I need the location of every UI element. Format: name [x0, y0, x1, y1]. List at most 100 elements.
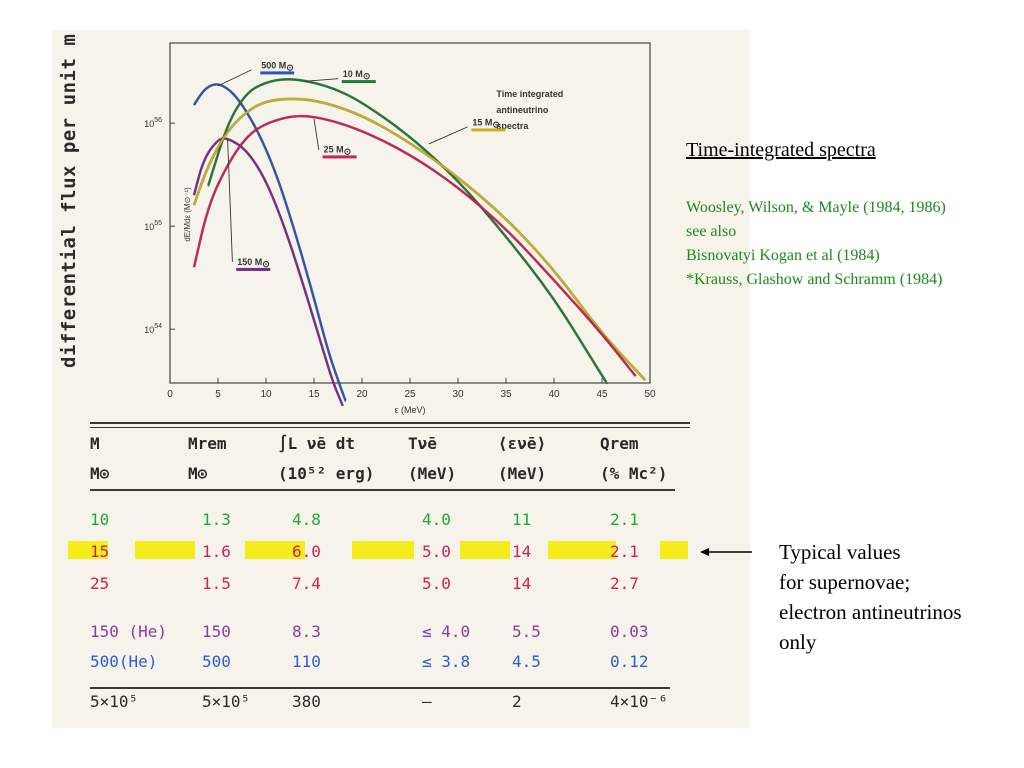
table-cell: 5×10⁵: [90, 692, 139, 711]
table-cell: 5.0: [422, 542, 451, 561]
table-cell: 11: [512, 510, 532, 529]
reference-line: Woosley, Wilson, & Mayle (1984, 1986): [686, 199, 946, 216]
table-bottom-rule: [90, 687, 670, 689]
series-label-swatch: [471, 128, 506, 132]
supernova-table: M Mrem ∫L ν̄e dt Tν̄e ⟨εν̄e⟩ Qrem M⊙ M⊙ (10⁵² er…: [68, 422, 690, 722]
x-tick-label: 10: [260, 389, 272, 400]
x-tick-label: 35: [500, 389, 512, 400]
row-highlight: [660, 541, 688, 559]
table-header-unit: (MeV): [498, 464, 547, 483]
reference-line: see also: [686, 223, 737, 240]
table-cell: 5.5: [512, 622, 541, 641]
series-label: 500 M⊙: [261, 60, 294, 72]
table-header-unit: (% Mc²): [600, 464, 668, 483]
table-header-top: Mrem: [188, 434, 227, 453]
table-cell: 150: [202, 622, 231, 641]
series-line-shadow: [192, 137, 345, 407]
reference-line: *Krauss, Glashow and Schramm (1984): [686, 271, 943, 288]
series-label: Time integrated: [496, 89, 563, 99]
row-highlight: [548, 541, 616, 559]
references: Woosley, Wilson, & Mayle (1984, 1986) se…: [686, 196, 946, 292]
table-cell: 500: [202, 652, 231, 671]
table-cell: 5.0: [422, 574, 451, 593]
table-header-top: Tν̄e: [408, 434, 437, 453]
x-tick-label: 30: [452, 389, 464, 400]
y-tick-label: 1055: [144, 220, 162, 232]
y-tick-label: 1054: [144, 323, 162, 335]
table-cell: 380: [292, 692, 321, 711]
x-tick-label: 25: [404, 389, 416, 400]
table-cell: 150 (He): [90, 622, 168, 641]
x-tick-label: 20: [356, 389, 368, 400]
series-label: spectra: [496, 121, 529, 131]
series-line: [193, 115, 637, 377]
x-tick-label: 15: [308, 389, 320, 400]
table-cell: 14: [512, 574, 532, 593]
x-axis-label: ε (MeV): [394, 405, 425, 415]
figure-y-axis-label: differential flux per unit m: [58, 33, 80, 368]
row-highlight: [68, 541, 108, 559]
table-cell: 2.1: [610, 510, 639, 529]
series-line: [207, 78, 608, 385]
x-tick-label: 0: [167, 389, 173, 400]
series-label-swatch: [236, 267, 271, 271]
table-cell: 6.0: [292, 542, 321, 561]
x-tick-label: 40: [548, 389, 560, 400]
table-header-top: Qrem: [600, 434, 639, 453]
series-line: [193, 97, 647, 381]
table-cell: 1.3: [202, 510, 231, 529]
series-label: 150 M⊙: [237, 257, 270, 269]
y-axis-label: dE/Mdε (M⊙⁻¹): [183, 187, 192, 242]
table-cell: 2: [512, 692, 522, 711]
row-highlight: [135, 541, 195, 559]
table-cell: 1.6: [202, 542, 231, 561]
x-tick-label: 45: [596, 389, 608, 400]
plot-frame: [169, 42, 651, 384]
table-cell: 0.03: [610, 622, 649, 641]
table-header-unit: M⊙: [188, 464, 208, 483]
table-cell: 110: [292, 652, 321, 671]
row-highlight: [460, 541, 510, 559]
arrow-left-icon: [700, 548, 752, 556]
row-highlight: [352, 541, 414, 559]
table-cell: 1.5: [202, 574, 231, 593]
series-label: 10 M⊙: [343, 69, 371, 81]
table-header-top: ∫L ν̄e dt: [278, 434, 356, 453]
section-title: Time-integrated spectra: [686, 139, 876, 161]
note-line: only: [779, 630, 817, 654]
table-cell: 500(He): [90, 652, 158, 671]
table-cell: 0.12: [610, 652, 649, 671]
x-tick-label: 50: [644, 389, 656, 400]
series-line: [193, 83, 347, 403]
scanned-figure: [52, 30, 750, 728]
series-label: antineutrino: [496, 105, 548, 115]
note-line: Typical values: [779, 540, 901, 564]
series-label-swatch: [260, 71, 295, 75]
series-label: 25 M⊙: [324, 144, 352, 156]
series-line: [193, 137, 344, 407]
y-tick-label: 1056: [144, 117, 162, 129]
table-cell: 4×10⁻⁶: [610, 692, 668, 711]
table-cell: 4.5: [512, 652, 541, 671]
series-line-shadow: [207, 77, 609, 385]
label-leader: [313, 118, 320, 150]
spectra-chart: 0 5 10 15 20 25 30 35 40 45 50 ε (MeV) 1054 1055 1056 d…: [144, 42, 656, 415]
series-label-swatch: [341, 80, 376, 84]
table-header-rule: [90, 489, 675, 491]
table-header-top: ⟨εν̄e⟩: [498, 434, 547, 453]
table-cell: 2.1: [610, 542, 639, 561]
reference-line: Bisnovatyi Kogan et al (1984): [686, 247, 880, 264]
table-cell: 7.4: [292, 574, 321, 593]
table-cell: ≤ 3.8: [422, 652, 471, 671]
label-leader: [217, 69, 252, 87]
label-leader: [429, 126, 468, 145]
series-label: 15 M⊙: [472, 117, 500, 129]
label-leader: [227, 139, 233, 262]
note-line: electron antineutrinos: [779, 600, 962, 624]
typical-values-note: Typical values for supernovae; electron …: [779, 537, 962, 657]
table-cell: 10: [90, 510, 110, 529]
table-cell: ≤ 4.0: [422, 622, 471, 641]
series-label-swatch: [322, 155, 357, 159]
table-top-rule: [90, 422, 690, 424]
series-line-shadow: [192, 114, 637, 377]
